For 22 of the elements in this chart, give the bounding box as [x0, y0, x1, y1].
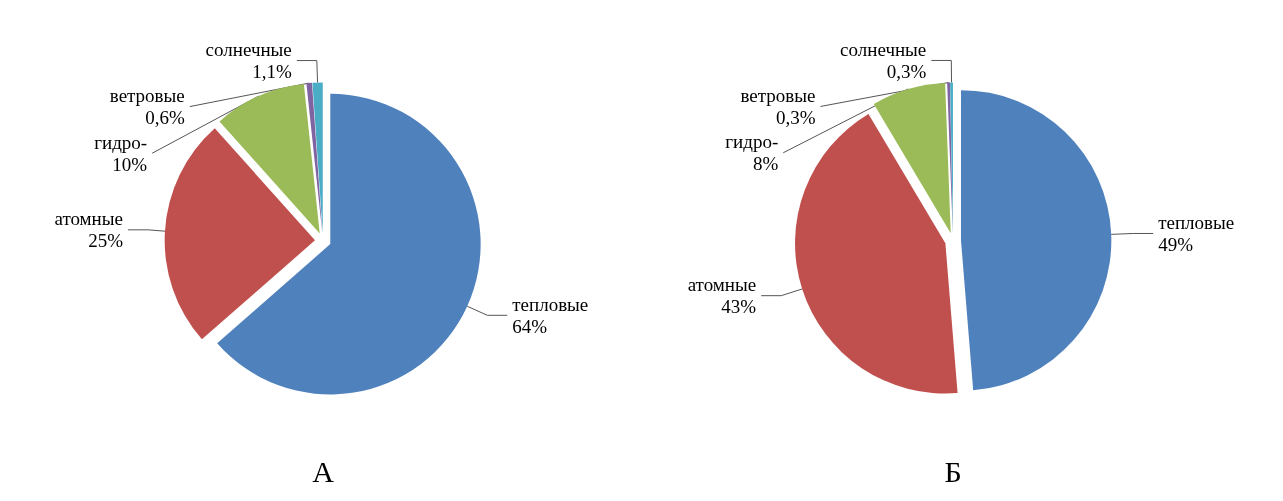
data-label: 64%	[512, 315, 548, 337]
data-label: 10%	[112, 153, 148, 175]
data-label: 0,6%	[145, 107, 185, 129]
slice-label: ветровые	[740, 84, 816, 106]
data-label: 1,1%	[252, 61, 292, 83]
text: А	[312, 454, 335, 488]
slice-label: тепловые	[512, 293, 589, 315]
slice-label: тепловые	[1158, 211, 1235, 233]
slice-label: ветровые	[109, 85, 185, 107]
slice-label: атомные	[687, 274, 757, 296]
data-label: 8%	[752, 153, 779, 175]
slice-label: гидро-	[94, 131, 148, 153]
slice-label: солнечные	[205, 39, 292, 61]
slice-label: гидро-	[725, 131, 779, 153]
data-label: 49%	[1158, 233, 1194, 255]
data-label: 43%	[721, 296, 757, 318]
data-label: 0,3%	[775, 106, 816, 128]
data-label: 25%	[88, 230, 124, 252]
text: Б	[944, 454, 962, 488]
slice-label: солнечные	[840, 38, 927, 60]
data-label: 0,3%	[886, 60, 927, 82]
slice-label: атомные	[54, 208, 123, 230]
